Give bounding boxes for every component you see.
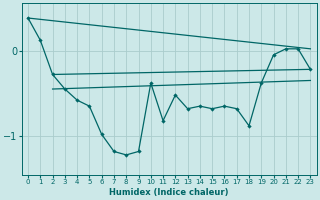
X-axis label: Humidex (Indice chaleur): Humidex (Indice chaleur) — [109, 188, 229, 197]
